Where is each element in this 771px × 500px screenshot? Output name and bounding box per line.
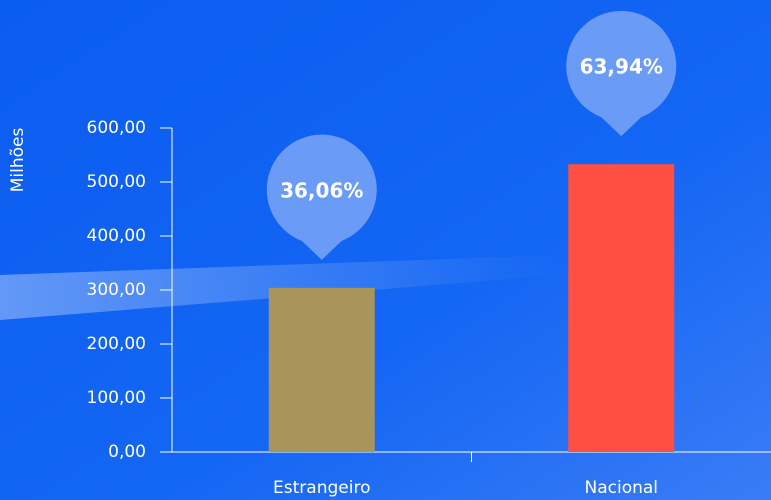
label-bubble — [566, 10, 677, 137]
y-tick-label: 500,00 — [87, 172, 146, 192]
y-axis-title: Milhões — [8, 128, 28, 193]
y-tick-label: 100,00 — [87, 388, 146, 408]
label-bubble — [266, 134, 377, 260]
y-tick-label: 600,00 — [87, 118, 146, 138]
x-tick-label: Estrangeiro — [273, 478, 370, 498]
x-tick-label: Nacional — [584, 478, 658, 498]
data-label: 36,06% — [280, 178, 363, 202]
bar — [568, 164, 675, 452]
bar — [268, 287, 375, 452]
y-tick-label: 0,00 — [108, 442, 146, 462]
y-tick-label: 400,00 — [87, 226, 146, 246]
light-streak — [0, 255, 560, 320]
data-label: 63,94% — [580, 55, 663, 79]
y-tick-label: 200,00 — [87, 334, 146, 354]
y-tick-label: 300,00 — [87, 280, 146, 300]
